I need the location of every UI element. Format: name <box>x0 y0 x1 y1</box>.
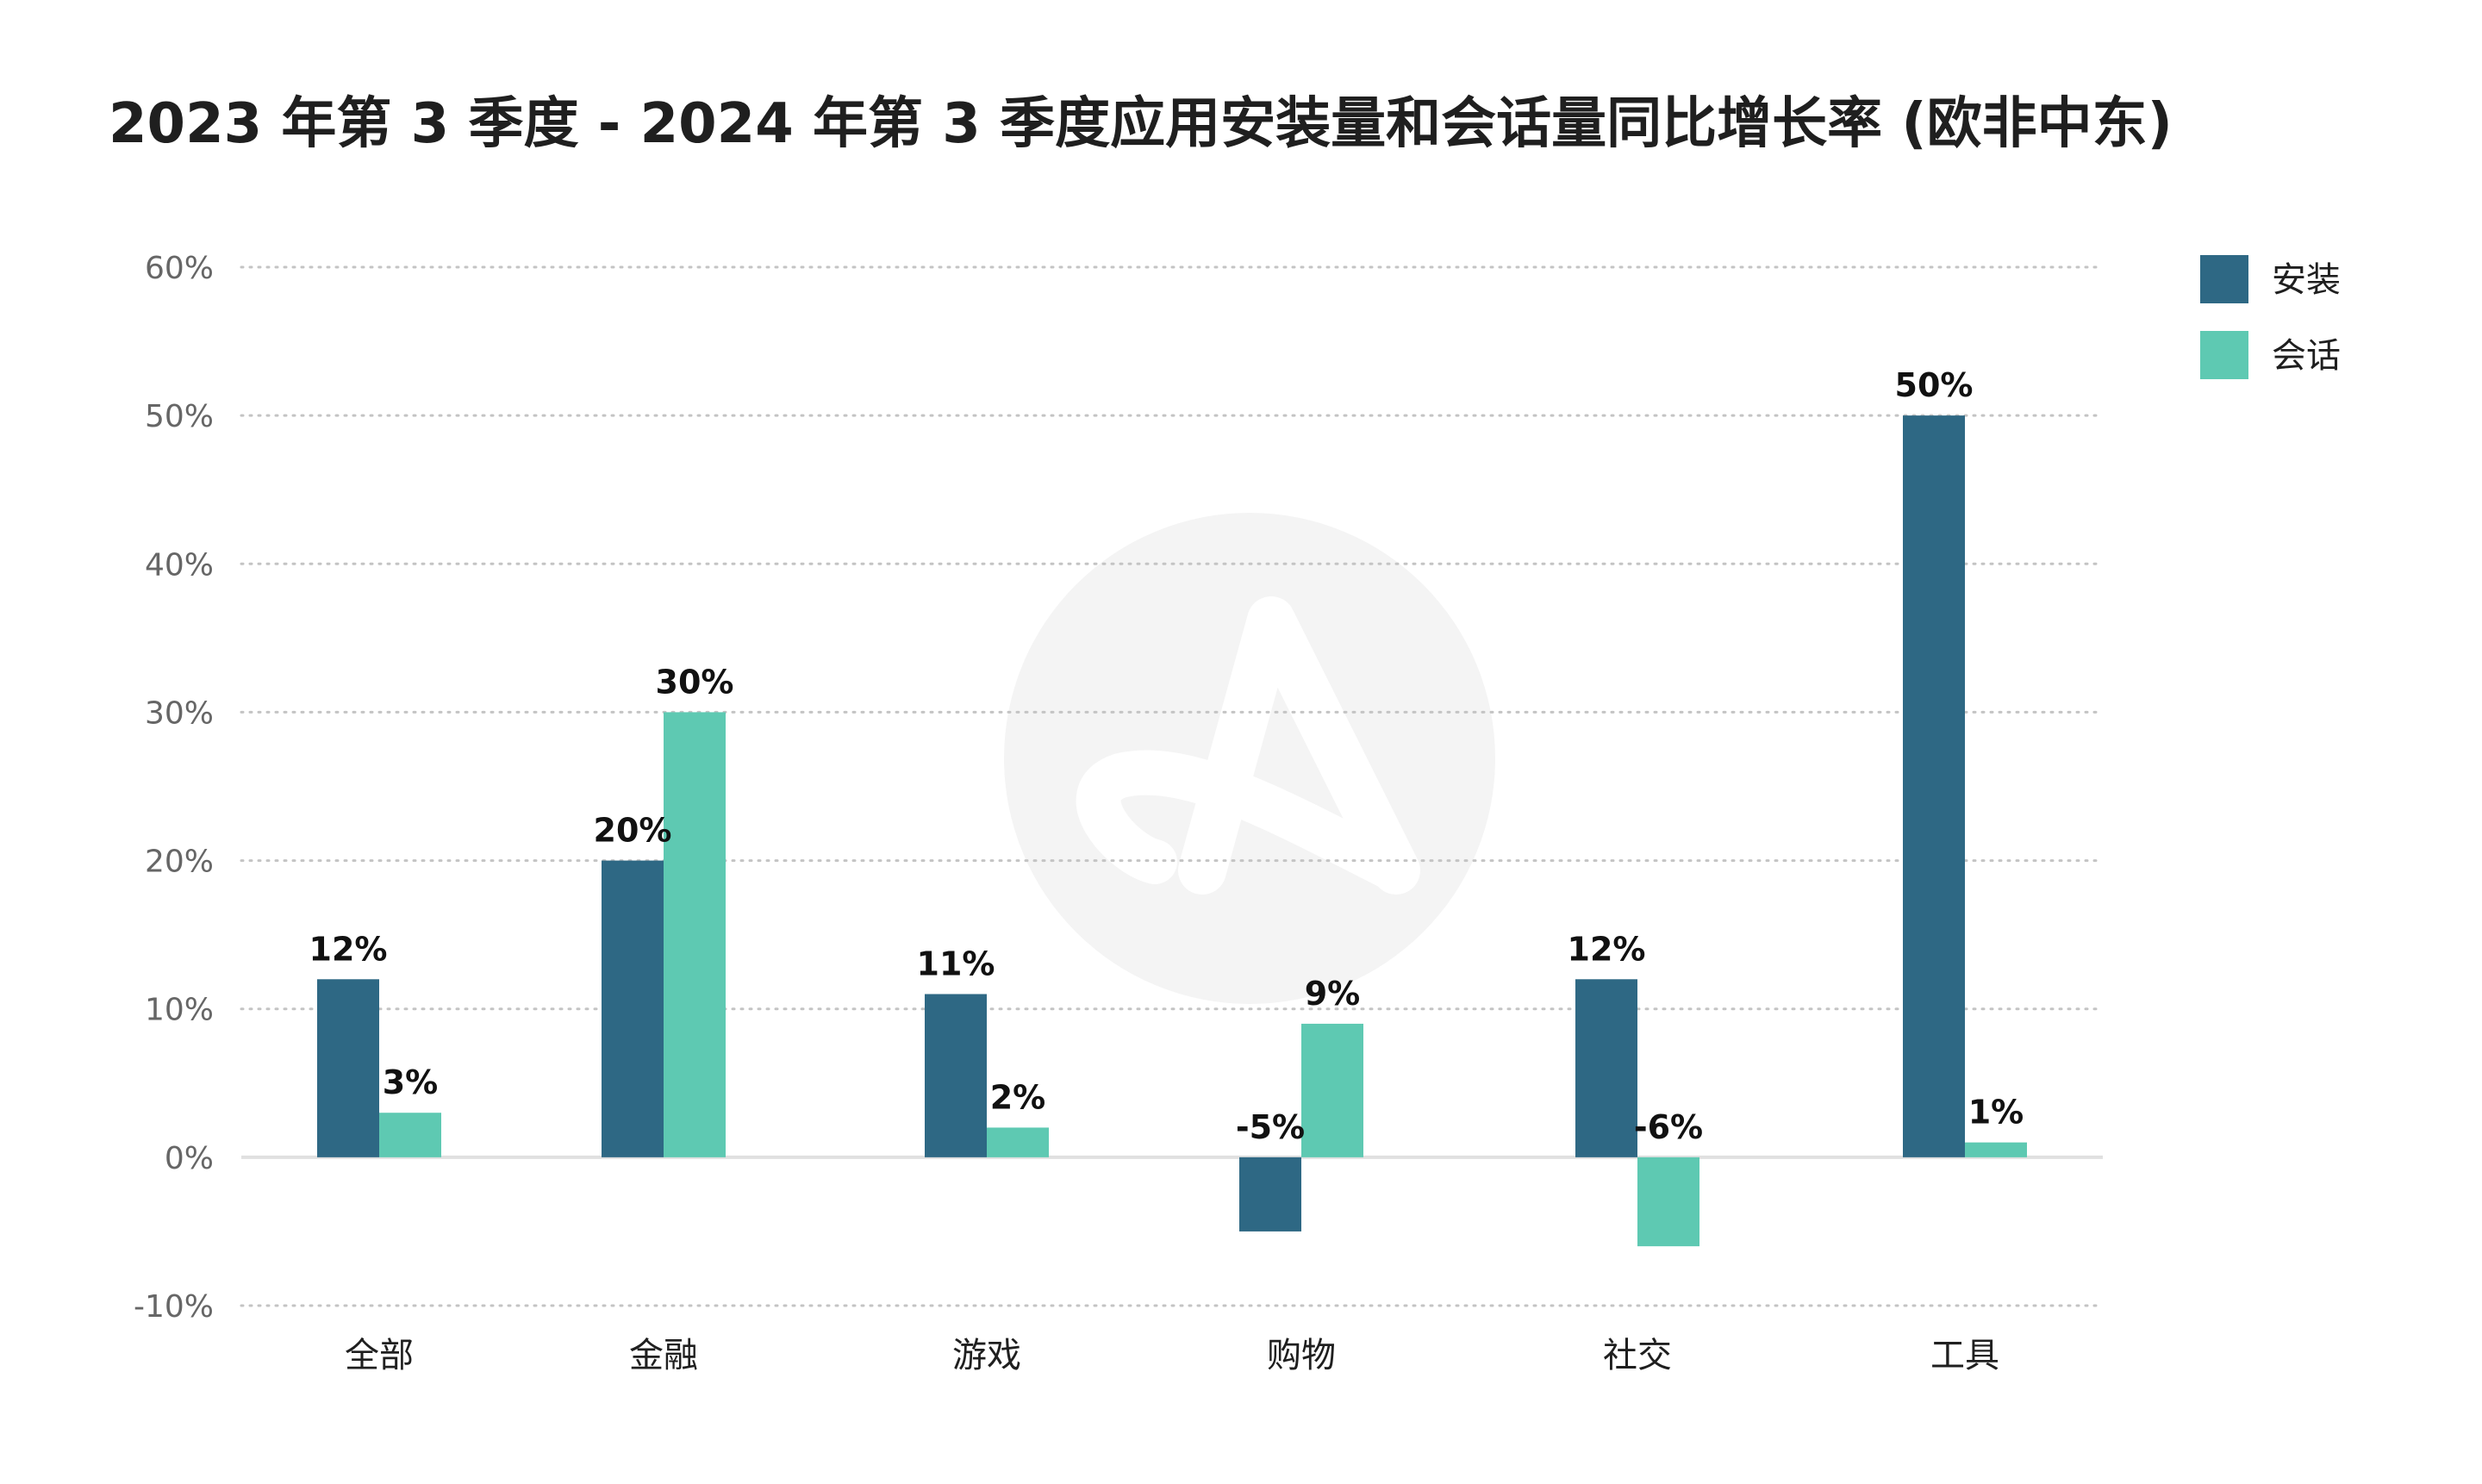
bar-install <box>925 994 987 1157</box>
category-label: 购物 <box>1267 1336 1336 1375</box>
data-label: -5% <box>1236 1108 1305 1146</box>
bar-session <box>987 1127 1049 1157</box>
data-label: 9% <box>1305 975 1361 1013</box>
y-tick-label: 60% <box>145 251 214 286</box>
data-label: 2% <box>990 1078 1046 1116</box>
data-label: 11% <box>917 945 995 983</box>
y-tick-label: 50% <box>145 399 214 434</box>
data-label: 12% <box>1568 930 1646 968</box>
data-label: 12% <box>309 930 388 968</box>
legend-swatch <box>2200 255 2248 303</box>
data-label: -6% <box>1634 1108 1703 1146</box>
bar-session <box>379 1113 441 1157</box>
bar-install <box>602 860 664 1157</box>
watermark-logo <box>1004 513 1495 1004</box>
bar-session <box>664 712 726 1157</box>
grid-lines <box>240 265 2105 1307</box>
data-label: 20% <box>594 812 672 850</box>
legend-label: 会话 <box>2272 336 2341 376</box>
data-label: 30% <box>656 663 734 701</box>
y-tick-label: 40% <box>145 547 214 583</box>
y-tick-label: -10% <box>134 1289 214 1325</box>
data-labels: 12% 3% 20% 30% 11% 2% -5% 9% 12% -6% 50% 1% <box>309 366 2024 1146</box>
bar-session <box>1301 1023 1363 1157</box>
y-tick-label: 30% <box>145 695 214 731</box>
bar-install <box>1903 415 1965 1157</box>
y-tick-label: 20% <box>145 845 214 880</box>
data-label: 1% <box>1968 1094 2024 1132</box>
bar-install <box>1239 1157 1301 1231</box>
bar-session <box>1965 1142 2027 1157</box>
bar-session <box>1637 1157 1699 1247</box>
data-label: 50% <box>1895 366 1974 404</box>
y-axis-ticks: 60% 50% 40% 30% 20% 10% 0% -10% <box>134 251 214 1325</box>
legend-label: 安装 <box>2272 260 2341 300</box>
category-label: 金融 <box>629 1336 698 1375</box>
y-tick-label: 10% <box>145 993 214 1028</box>
legend-swatch <box>2200 331 2248 379</box>
chart-title: 2023 年第 3 季度 - 2024 年第 3 季度应用安装量和会话量同比增长… <box>109 92 2173 156</box>
category-label: 工具 <box>1930 1336 1999 1375</box>
x-axis-categories: 全部 金融 游戏 购物 社交 工具 <box>345 1336 1999 1375</box>
bar-install <box>317 979 379 1157</box>
data-label: 3% <box>383 1063 439 1101</box>
category-label: 游戏 <box>952 1336 1021 1375</box>
bars <box>317 415 2027 1247</box>
category-label: 社交 <box>1603 1336 1672 1375</box>
category-label: 全部 <box>345 1336 414 1375</box>
bar-install <box>1575 979 1637 1157</box>
y-tick-label: 0% <box>165 1141 214 1176</box>
